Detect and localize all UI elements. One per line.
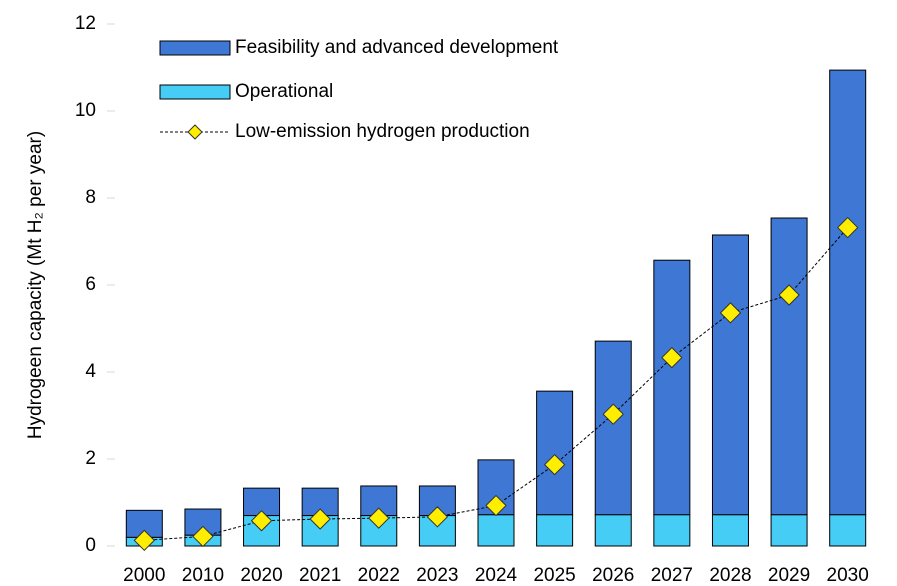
bar bbox=[829, 69, 867, 516]
legend-label: Low-emission hydrogen production bbox=[235, 121, 530, 142]
x-tick-label: 2022 bbox=[358, 565, 400, 586]
marker bbox=[192, 525, 214, 548]
bar bbox=[477, 514, 515, 547]
marker bbox=[426, 506, 449, 528]
x-tick-label: 2021 bbox=[299, 565, 341, 586]
bar bbox=[711, 514, 749, 547]
marker bbox=[543, 453, 566, 476]
marker bbox=[602, 403, 624, 425]
x-tick-label: 2020 bbox=[240, 565, 282, 586]
legend-swatch bbox=[159, 84, 231, 100]
bar bbox=[536, 390, 574, 516]
legend-swatch bbox=[159, 40, 231, 56]
marker bbox=[661, 346, 683, 369]
marker bbox=[368, 507, 390, 529]
x-tick-label: 2024 bbox=[475, 565, 518, 586]
bar bbox=[653, 514, 691, 547]
marker bbox=[133, 529, 156, 552]
marker bbox=[250, 510, 273, 532]
y-tick-label: 8 bbox=[85, 187, 96, 208]
x-tick-label: 2030 bbox=[827, 565, 869, 586]
x-tick-label: 2028 bbox=[709, 565, 751, 586]
x-tick-label: 2027 bbox=[651, 565, 693, 586]
marker bbox=[719, 302, 742, 324]
x-tick-label: 2023 bbox=[416, 565, 458, 586]
y-tick-label: 4 bbox=[85, 361, 96, 382]
x-tick-label: 2025 bbox=[533, 565, 575, 586]
y-tick-label: 10 bbox=[75, 100, 96, 121]
x-tick-label: 2029 bbox=[768, 565, 810, 586]
x-tick-label: 2026 bbox=[592, 565, 634, 586]
marker bbox=[778, 284, 800, 306]
bar bbox=[770, 514, 808, 547]
marker bbox=[309, 508, 331, 530]
x-tick-label: 2010 bbox=[182, 565, 224, 586]
y-tick-label: 12 bbox=[75, 13, 96, 34]
y-tick-label: 0 bbox=[85, 535, 96, 556]
marker bbox=[485, 494, 507, 517]
bar bbox=[594, 514, 632, 547]
legend-label: Operational bbox=[235, 81, 333, 102]
legend-marker bbox=[187, 124, 203, 140]
x-tick-label: 2000 bbox=[123, 565, 165, 586]
y-tick-label: 2 bbox=[85, 448, 96, 469]
y-axis-label: Hydrogeen capacity (Mt H₂ per year) bbox=[25, 131, 46, 439]
bar bbox=[536, 514, 574, 547]
bar bbox=[829, 514, 867, 547]
bar bbox=[711, 234, 749, 516]
marker bbox=[836, 216, 859, 239]
bar bbox=[653, 259, 691, 516]
bar bbox=[594, 340, 632, 516]
bar bbox=[770, 217, 808, 516]
y-tick-label: 6 bbox=[85, 274, 96, 295]
legend-label: Feasibility and advanced development bbox=[235, 37, 559, 58]
